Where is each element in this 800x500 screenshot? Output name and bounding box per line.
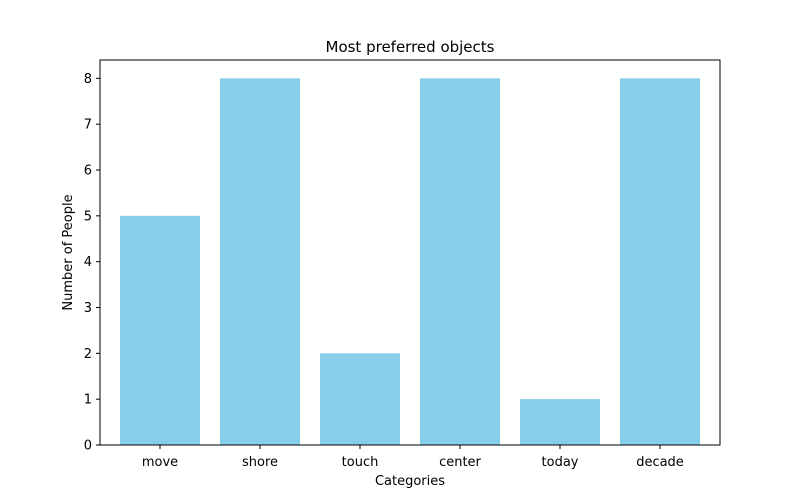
x-axis-label: Categories <box>375 474 445 489</box>
x-tick-label: shore <box>242 455 278 470</box>
chart-title: Most preferred objects <box>326 38 495 56</box>
bar-touch <box>320 353 400 445</box>
y-axis: 0 1 2 3 4 5 6 7 8 <box>84 72 100 454</box>
bar-center <box>420 78 500 445</box>
x-axis: move shore touch center today decade <box>142 445 684 470</box>
bar-shore <box>220 78 300 445</box>
bar-move <box>120 215 200 445</box>
plot-frame <box>99 59 721 446</box>
x-tick-label: decade <box>636 455 684 470</box>
y-tick-label: 5 <box>84 209 92 224</box>
y-tick-label: 0 <box>84 439 92 454</box>
x-tick-label: today <box>542 455 579 470</box>
y-tick-label: 2 <box>84 347 92 362</box>
bar-today <box>520 399 600 445</box>
bars-group <box>120 78 700 445</box>
y-tick-label: 6 <box>84 164 92 179</box>
y-tick-label: 7 <box>84 118 92 133</box>
y-tick-label: 1 <box>84 393 92 408</box>
y-tick-label: 4 <box>84 255 92 270</box>
x-tick-label: center <box>439 455 481 470</box>
bar-decade <box>620 78 700 445</box>
y-tick-label: 8 <box>84 72 92 87</box>
y-axis-label: Number of People <box>61 194 76 310</box>
y-tick-label: 3 <box>84 301 92 316</box>
x-tick-label: touch <box>342 455 379 470</box>
x-tick-label: move <box>142 455 178 470</box>
